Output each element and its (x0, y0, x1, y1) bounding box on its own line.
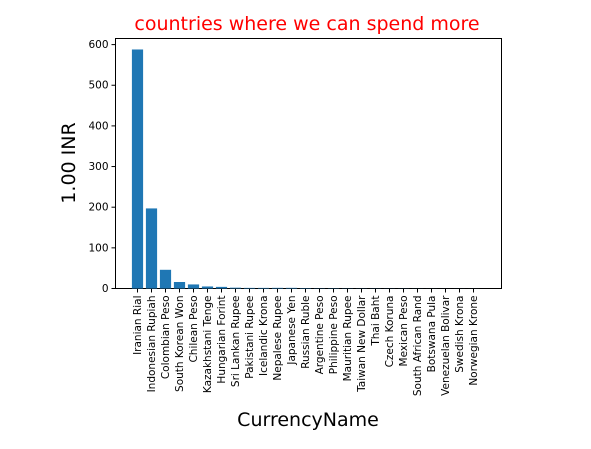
y-axis-label: 1.00 INR (58, 122, 80, 203)
x-tick-label: Nepalese Rupee (272, 296, 284, 381)
x-tick-label: Philippine Peso (328, 296, 340, 375)
bar (159, 269, 172, 289)
bars-group (131, 49, 480, 289)
y-tick-label: 500 (88, 80, 108, 92)
bar (271, 287, 284, 289)
x-tick-label: Norwegian Krone (468, 296, 480, 386)
bar (131, 49, 144, 289)
x-tick-label: Venezuelan Bolivar (440, 295, 452, 396)
x-axis-label: CurrencyName (237, 409, 379, 431)
y-tick-label: 600 (88, 39, 108, 51)
plot-area-frame (115, 38, 502, 289)
x-tick-label: Kazakhstani Tenge (202, 296, 214, 394)
x-tick-label: Icelandic Krona (258, 296, 270, 377)
bar (285, 287, 298, 289)
x-tick-label: South African Rand (412, 296, 424, 397)
x-tick-label: Swedish Krona (454, 296, 466, 373)
y-tick-label: 200 (88, 202, 108, 214)
y-tick-label: 0 (102, 283, 109, 295)
x-axis: Iranian Rial Indonesian Rupiah Colombian P… (132, 288, 480, 397)
bar (229, 287, 242, 289)
x-tick-label: Argentine Peso (314, 296, 326, 375)
x-tick-label: Pakistani Rupee (244, 296, 256, 379)
x-tick-label: Japanese Yen (286, 296, 298, 366)
bar (173, 281, 186, 289)
y-axis: 0 100 200 300 400 500 600 (88, 39, 116, 295)
y-tick-label: 100 (88, 242, 108, 254)
y-tick-label: 400 (88, 120, 108, 132)
bar (257, 287, 270, 289)
x-tick-label: South Korean Won (174, 296, 186, 392)
x-tick-label: Taiwan New Dollar (356, 295, 368, 393)
x-tick-label: Mexican Peso (398, 296, 410, 367)
x-tick-label: Czech Koruna (384, 296, 396, 368)
x-tick-label: Botswana Pula (426, 296, 438, 373)
x-tick-label: Indonesian Rupiah (146, 296, 158, 393)
bar (145, 208, 158, 289)
x-tick-label: Colombian Peso (160, 296, 172, 380)
chart-title: countries where we can spend more (134, 13, 479, 35)
x-tick-label: Iranian Rial (132, 296, 144, 355)
bar (243, 287, 256, 289)
bar (187, 284, 200, 289)
bar (215, 286, 228, 289)
x-tick-label: Hungarian Forint (216, 296, 228, 384)
x-tick-label: Thai Baht (370, 296, 382, 347)
y-tick-label: 300 (88, 161, 108, 173)
bar (201, 286, 214, 289)
x-tick-label: Chilean Peso (188, 296, 200, 363)
x-tick-label: Mauritian Rupee (342, 296, 354, 382)
x-tick-label: Russian Ruble (300, 296, 312, 369)
x-tick-label: Sri Lankan Rupee (230, 296, 242, 388)
